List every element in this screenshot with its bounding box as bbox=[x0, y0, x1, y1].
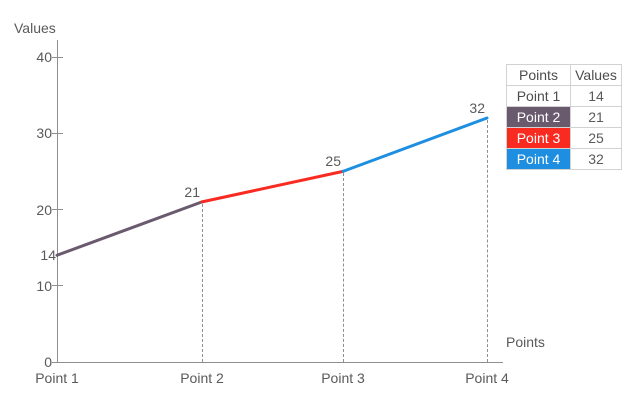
y-tick-label: 20 bbox=[36, 201, 52, 218]
legend-header-row: Points Values bbox=[506, 64, 622, 86]
y-axis-title: Values bbox=[14, 20, 56, 36]
drop-line bbox=[202, 203, 203, 362]
x-category-label: Point 3 bbox=[321, 370, 365, 386]
series-segment bbox=[55, 200, 204, 257]
legend-header-values: Values bbox=[570, 64, 622, 86]
y-tick-label: 40 bbox=[36, 49, 52, 65]
legend-point-cell: Point 3 bbox=[506, 127, 571, 149]
y-tick-label: 14 bbox=[40, 247, 56, 264]
y-tick-label: 30 bbox=[36, 125, 52, 142]
y-tick-mark bbox=[52, 209, 63, 210]
legend-row-point-3: Point 3 25 bbox=[506, 127, 622, 149]
x-axis-line bbox=[57, 362, 503, 363]
legend-value-cell: 32 bbox=[570, 148, 622, 170]
legend-point-cell: Point 1 bbox=[506, 85, 571, 107]
y-tick-mark bbox=[52, 285, 63, 287]
x-category-label: Point 2 bbox=[180, 370, 224, 386]
legend-table: Points Values Point 1 14 Point 2 21 Poin… bbox=[506, 64, 622, 170]
x-category-label: Point 1 bbox=[35, 370, 79, 386]
legend-header-points: Points bbox=[506, 64, 571, 86]
x-axis-title: Points bbox=[506, 334, 545, 350]
series-segment bbox=[200, 169, 345, 204]
point-value-label: 25 bbox=[325, 153, 341, 170]
y-axis-line bbox=[57, 40, 58, 362]
point-value-label: 32 bbox=[469, 100, 485, 116]
y-tick-mark bbox=[52, 56, 63, 58]
legend-row-point-1: Point 1 14 bbox=[506, 85, 622, 107]
point-value-label: 21 bbox=[184, 183, 200, 200]
legend-value-cell: 21 bbox=[570, 106, 622, 128]
legend-point-cell: Point 2 bbox=[506, 106, 571, 128]
series-segment bbox=[341, 116, 489, 173]
y-tick-label: 0 bbox=[44, 354, 52, 370]
legend-value-cell: 14 bbox=[570, 85, 622, 107]
legend-value-cell: 25 bbox=[570, 127, 622, 149]
legend-row-point-2: Point 2 21 bbox=[506, 106, 622, 128]
legend-point-cell: Point 4 bbox=[506, 148, 571, 170]
legend-row-point-4: Point 4 32 bbox=[506, 148, 622, 170]
x-category-label: Point 4 bbox=[465, 370, 509, 386]
y-tick-mark bbox=[52, 361, 63, 363]
drop-line bbox=[487, 120, 488, 362]
y-tick-mark bbox=[52, 132, 63, 134]
y-tick-label: 10 bbox=[36, 277, 52, 294]
drop-line bbox=[343, 173, 344, 362]
